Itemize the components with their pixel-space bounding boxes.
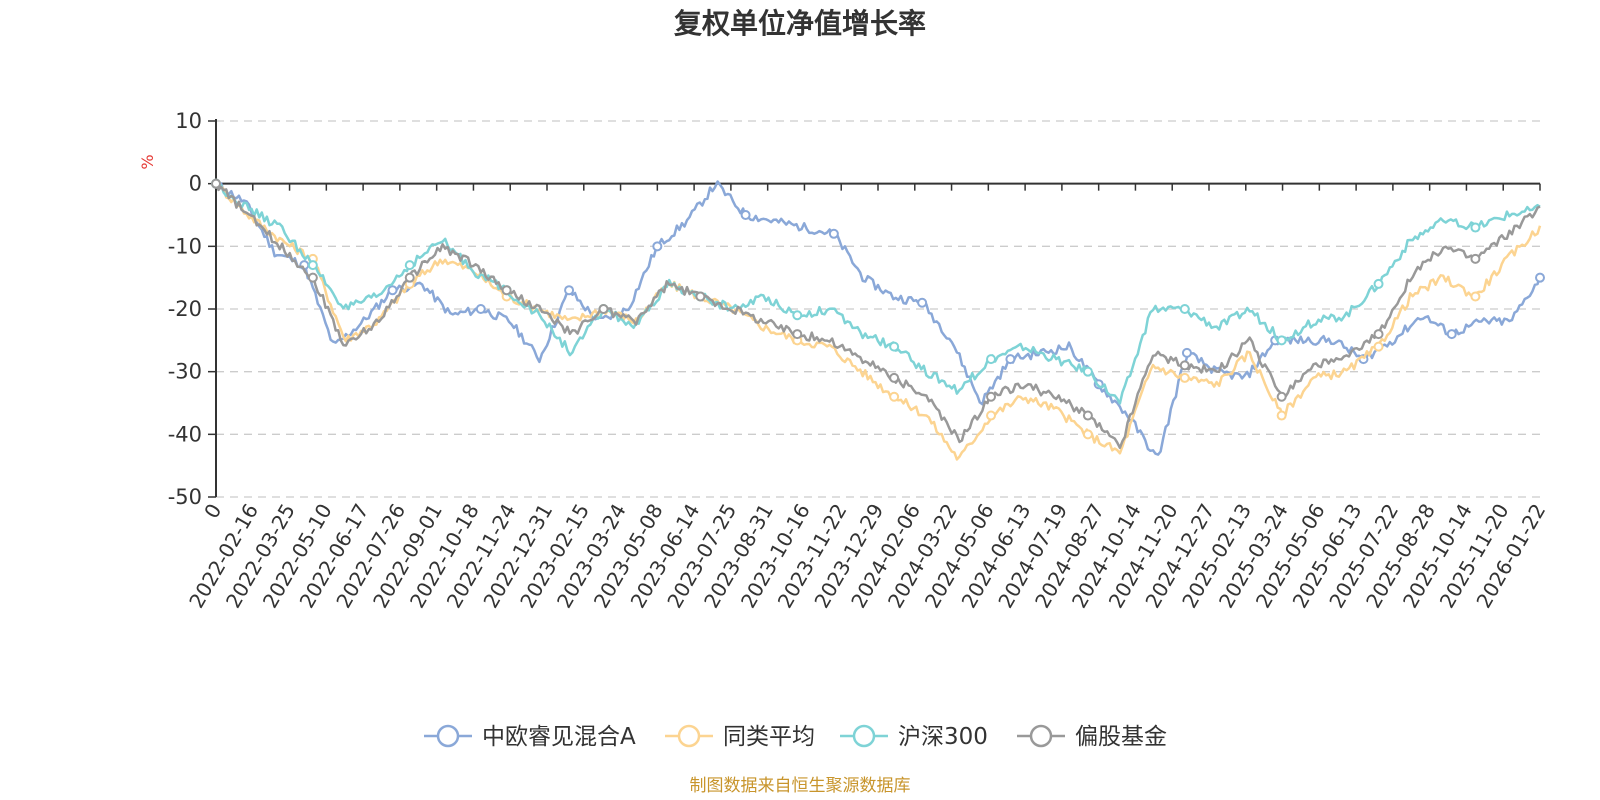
series-point [1179,360,1190,371]
series-point [387,285,398,296]
series-point [1179,372,1190,383]
series-point [1373,329,1384,340]
series-point [1082,429,1093,440]
series-line [214,183,1542,461]
series-point [695,291,706,302]
series-point [1535,272,1545,283]
y-tick-label: -40 [168,422,202,446]
series-point [986,354,997,365]
legend-item[interactable]: 偏股基金 [1017,724,1167,750]
y-tick-label: -10 [168,234,202,258]
series-point [792,329,803,340]
legend-circle-icon [1029,724,1053,748]
legend-label: 偏股基金 [1075,724,1167,750]
legend-label: 中欧睿见混合A [482,724,636,750]
legend-item[interactable]: 中欧睿见混合A [424,724,636,750]
y-axis-unit: % [138,154,157,169]
gridlines [216,120,1540,498]
series-point [1446,329,1457,340]
series-point [307,260,318,271]
series-point [1276,410,1287,421]
series-point [652,241,663,252]
series-point [211,178,221,189]
series-point [1276,391,1287,402]
series-point [1276,335,1287,346]
series-lines [211,178,1545,461]
series-point [1179,304,1190,314]
y-tick-label: -30 [168,360,202,384]
series-point [1373,341,1384,352]
series-point [404,272,415,283]
y-tick-label: -20 [168,297,202,321]
chart-title: 复权单位净值增长率 [674,7,926,40]
series-point [1005,354,1016,365]
legend[interactable]: 中欧睿见混合A 同类平均 沪深300 偏股基金 [424,724,1167,750]
legend-item[interactable]: 沪深300 [840,724,988,750]
series-line [215,180,1542,456]
series-point [986,410,997,421]
y-tick-label: -50 [168,485,202,509]
legend-circle-icon [677,724,701,748]
series-point [740,210,751,220]
y-tick-label: 0 [189,172,202,196]
series-point [1470,222,1481,233]
x-tick-label: 0 [199,500,226,523]
series-point [1181,347,1192,358]
series-point [404,260,415,271]
series-point [986,391,997,402]
series-point [307,272,318,283]
series-point [889,341,900,352]
series-point [889,391,900,402]
series-point [1470,291,1481,302]
y-tick-label: 10 [175,109,202,133]
data-source-note: 制图数据来自恒生聚源数据库 [690,776,911,796]
series-line [214,183,1541,450]
series-point [828,228,839,239]
legend-item[interactable]: 同类平均 [665,724,815,750]
series-point [475,304,486,314]
legend-label: 沪深300 [898,724,988,750]
series-point [564,285,575,296]
series-point [501,285,512,296]
legend-circle-icon [852,724,876,748]
series-point [1470,253,1481,264]
legend-circle-icon [436,724,460,748]
legend-label: 同类平均 [723,724,815,750]
series-point [889,372,900,383]
series-line [215,182,1541,405]
series-point [792,310,803,321]
series-point [598,304,609,314]
axes: 100-10-20-30-40-5002022-02-162022-03-252… [168,109,1551,612]
series-point [917,297,928,308]
series-point [1082,410,1093,421]
series-point [1373,278,1384,289]
series-point [1082,366,1093,377]
